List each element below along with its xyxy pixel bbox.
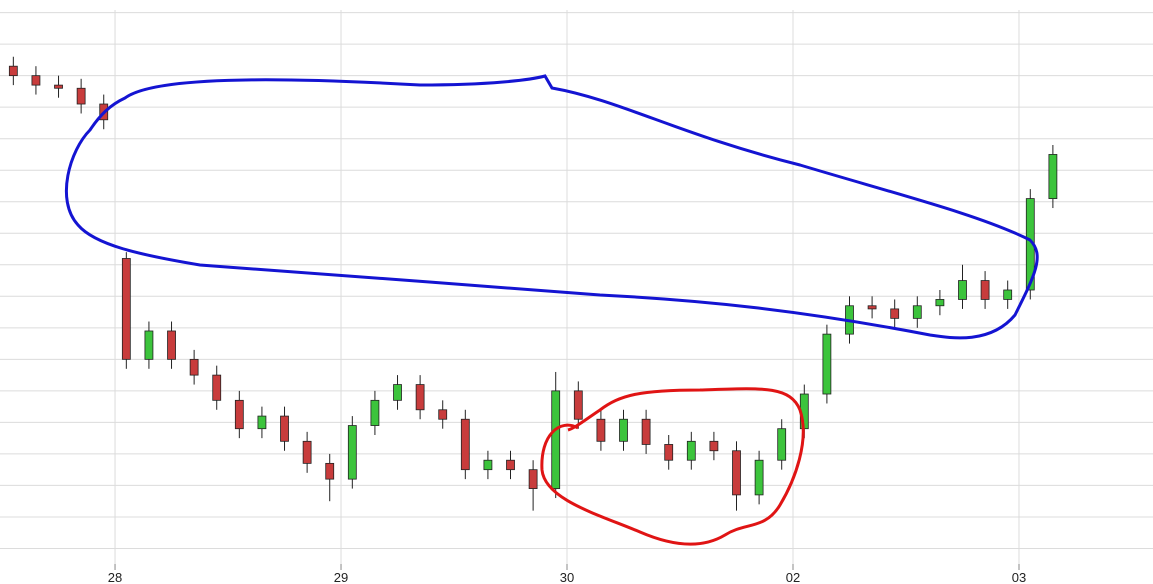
candle-body bbox=[1003, 289, 1013, 300]
candle-body bbox=[189, 358, 199, 376]
candle-body bbox=[958, 280, 967, 300]
candle-body bbox=[212, 374, 222, 401]
candle-body bbox=[234, 399, 244, 430]
candle-body bbox=[393, 384, 402, 401]
grid bbox=[0, 10, 1153, 570]
candle-body bbox=[1048, 154, 1058, 199]
candle-body bbox=[867, 305, 877, 310]
candle-body bbox=[54, 84, 63, 89]
candle-body bbox=[460, 418, 470, 471]
x-tick-label: 02 bbox=[786, 570, 800, 584]
candle-body bbox=[302, 440, 312, 464]
candle-body bbox=[551, 390, 561, 489]
candle-body bbox=[596, 418, 606, 442]
candle-body bbox=[280, 415, 289, 442]
x-tick-label: 30 bbox=[560, 570, 574, 584]
candle-body bbox=[935, 299, 945, 307]
candle-body bbox=[619, 418, 628, 442]
candle-body bbox=[257, 415, 267, 430]
candle-body bbox=[777, 428, 787, 461]
candle-body bbox=[890, 308, 900, 319]
x-tick-label: 28 bbox=[108, 570, 122, 584]
candle-body bbox=[686, 440, 696, 461]
candle-body bbox=[664, 444, 674, 461]
red-annotation bbox=[540, 387, 805, 546]
candle-body bbox=[76, 87, 86, 105]
candle-body bbox=[415, 384, 425, 411]
candle-body bbox=[347, 425, 357, 480]
candle-body bbox=[31, 75, 41, 86]
candle-body bbox=[506, 459, 515, 471]
blue-annotation bbox=[64, 74, 1039, 340]
candles bbox=[8, 56, 1058, 511]
candle-body bbox=[980, 280, 990, 300]
candle-body bbox=[325, 462, 335, 480]
candle-body bbox=[370, 399, 380, 426]
candle-body bbox=[641, 418, 651, 445]
candle-body bbox=[438, 409, 448, 420]
x-tick-label: 29 bbox=[334, 570, 348, 584]
candle-body bbox=[167, 330, 176, 360]
candle-body bbox=[732, 450, 741, 496]
candle-body bbox=[528, 469, 538, 489]
candle-body bbox=[8, 65, 18, 77]
candle-body bbox=[144, 330, 154, 360]
candle-body bbox=[121, 258, 131, 360]
candle-body bbox=[573, 390, 583, 420]
candle-body bbox=[483, 459, 493, 471]
x-tick-label: 03 bbox=[1012, 570, 1026, 584]
candle-body bbox=[709, 440, 719, 452]
candle-body bbox=[912, 305, 922, 319]
candle-body bbox=[822, 333, 832, 395]
candle-body bbox=[754, 459, 764, 496]
